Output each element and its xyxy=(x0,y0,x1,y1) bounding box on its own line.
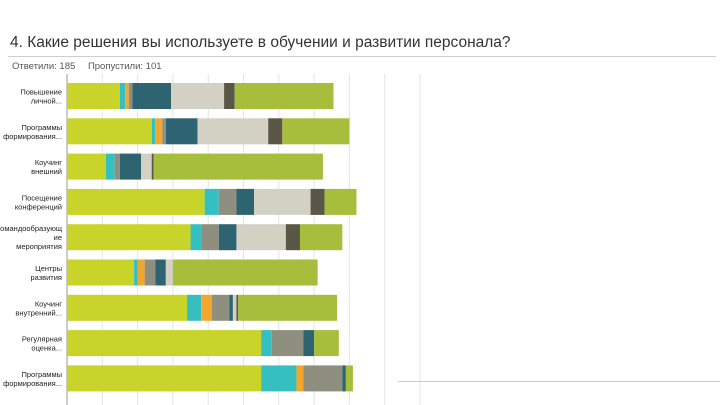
bar-segment-gray xyxy=(114,153,120,180)
bar-segment-orange xyxy=(296,365,304,392)
category-label: Центры развития xyxy=(30,264,62,282)
bar-segment-petrol xyxy=(119,153,142,180)
category-label: Коучинг внутренний... xyxy=(15,299,62,317)
category-label: Повышение личной... xyxy=(20,88,62,106)
bar-segment-beige xyxy=(141,153,152,180)
bar-segment-olive xyxy=(324,188,357,215)
bar-segment-gray xyxy=(162,118,166,145)
response-stats: Ответили: 185 Пропустили: 101 xyxy=(12,61,162,72)
bar-segment-teal xyxy=(105,153,115,180)
bar-segment-olive xyxy=(153,153,323,180)
bar-segment-gray xyxy=(218,188,237,215)
bar-segment-teal xyxy=(261,365,297,392)
bar-segment-petrol xyxy=(218,224,237,251)
bar-segment-teal xyxy=(190,224,202,251)
footer-divider xyxy=(398,381,720,382)
bar-segment-gray xyxy=(128,83,133,109)
bar-segment-olive xyxy=(314,330,339,357)
bar-segment-dark xyxy=(310,188,325,215)
bar-segment-lime xyxy=(67,118,152,145)
bar-segment-gray xyxy=(303,365,343,392)
bar-segment-lime xyxy=(67,83,120,109)
category-label: Посещение конференций xyxy=(15,193,62,211)
bar-segment-teal xyxy=(134,259,138,286)
bar-segment-dark xyxy=(285,224,300,251)
bar-segment-petrol xyxy=(229,294,233,321)
category-label: Регулярная оценка... xyxy=(22,335,62,353)
bar-segment-gray xyxy=(201,224,219,251)
header-divider xyxy=(8,56,716,57)
bar-segment-dark xyxy=(236,294,239,321)
bar-segment-lime xyxy=(67,330,262,357)
bar-segment-lime xyxy=(67,224,191,251)
bar-segment-beige xyxy=(254,188,311,215)
bar-segment-gray xyxy=(144,259,156,286)
bar-segment-petrol xyxy=(236,188,255,215)
bar-segment-olive xyxy=(299,224,343,251)
skipped-count: Пропустили: 101 xyxy=(87,61,162,72)
bar-segment-olive xyxy=(172,259,318,286)
bar-segment-lime xyxy=(67,259,135,286)
bar-segment-dark xyxy=(151,153,154,180)
bar-segment-olive xyxy=(282,118,350,145)
bar-segment-orange xyxy=(201,294,212,321)
bar-segment-lime xyxy=(67,365,262,392)
bar-segment-dark xyxy=(224,83,235,109)
bar-segment-orange xyxy=(137,259,145,286)
bar-segment-lime xyxy=(67,188,205,215)
bar-segment-petrol xyxy=(132,83,172,109)
bar-segment-teal xyxy=(119,83,126,109)
bar-segment-beige xyxy=(236,224,286,251)
bar-segment-beige xyxy=(171,83,225,109)
bar-segment-teal xyxy=(204,188,219,215)
bar-segment-beige xyxy=(232,294,237,321)
category-label: Командообразующ ие мероприятия xyxy=(0,224,62,251)
bar-segment-teal xyxy=(261,330,272,357)
answered-count: Ответили: 185 xyxy=(12,61,76,72)
bar-segment-petrol xyxy=(155,259,166,286)
bar-segment-beige xyxy=(165,259,173,286)
bar-segment-petrol xyxy=(165,118,198,145)
bar-segment-olive xyxy=(345,365,353,392)
bar-segment-beige xyxy=(197,118,269,145)
bar-segment-dark xyxy=(268,118,283,145)
bar-segment-orange xyxy=(155,118,163,145)
bar-segment-olive xyxy=(234,83,334,109)
bar-segment-lime xyxy=(67,153,106,180)
bar-segment-orange xyxy=(125,83,129,109)
bar-segment-gray xyxy=(211,294,230,321)
category-label: Программы формирования... xyxy=(3,123,62,141)
bar-segment-lime xyxy=(67,294,188,321)
question-title: 4. Какие решения вы используете в обучен… xyxy=(10,34,511,51)
bar-segment-petrol xyxy=(342,365,346,392)
bar-segment-olive xyxy=(238,294,338,321)
bar-segment-petrol xyxy=(303,330,315,357)
category-label: Коучинг внешний xyxy=(31,158,62,176)
category-label: Программы формирования... xyxy=(3,370,62,388)
bar-segment-gray xyxy=(271,330,304,357)
bar-segment-teal xyxy=(151,118,156,145)
bar-segment-teal xyxy=(187,294,202,321)
